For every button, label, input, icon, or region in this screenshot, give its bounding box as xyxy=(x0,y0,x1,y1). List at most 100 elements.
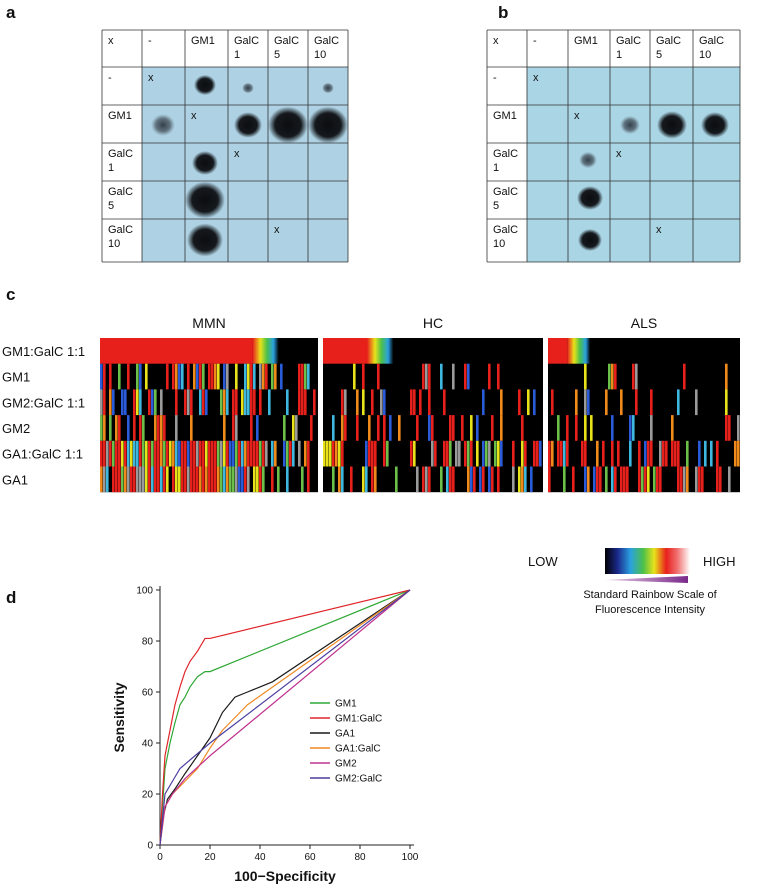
heatmap-cell xyxy=(172,363,175,390)
heatmap-cell xyxy=(416,466,419,493)
heatmap-cell xyxy=(214,466,217,493)
cell-text: x xyxy=(108,35,114,47)
heatmap-cell xyxy=(223,466,226,493)
heatmap-cell xyxy=(533,440,536,467)
heatmap-cell xyxy=(250,440,253,467)
heatmap-cell xyxy=(199,440,202,467)
cell-text: GalC xyxy=(656,35,681,47)
heatmap-cell xyxy=(214,363,217,390)
heatmap-cell xyxy=(175,466,178,493)
heatmap-cell xyxy=(629,415,632,441)
heatmap-cell xyxy=(169,440,172,467)
heatmap-cell xyxy=(539,440,542,467)
heatmap-cell xyxy=(656,466,659,493)
heatmap-cell xyxy=(229,466,232,493)
heatmap-cell xyxy=(259,466,262,493)
heatmap-cell xyxy=(211,363,214,390)
heatmap-cell xyxy=(626,466,629,493)
heatmap-cell xyxy=(151,389,154,416)
heatmap-cell xyxy=(211,440,214,467)
heatmap-cell xyxy=(470,415,473,441)
heatmap-cell xyxy=(178,363,181,390)
roc-curve xyxy=(159,589,411,846)
heatmap-cell xyxy=(184,466,187,493)
heatmap-cell xyxy=(151,466,154,493)
legend-label: GA1 xyxy=(335,729,355,740)
heatmap-cell xyxy=(329,440,332,467)
heatmap-cell xyxy=(157,466,160,493)
heatmap-cell xyxy=(500,440,503,467)
blot-background xyxy=(527,67,740,262)
heatmap-cell xyxy=(166,363,169,390)
heatmap-cell xyxy=(112,440,115,467)
heatmap-cell xyxy=(223,363,226,390)
legend-caption: Standard Rainbow Scale of xyxy=(583,589,717,601)
heatmap-cell xyxy=(446,466,449,493)
heatmap-cell xyxy=(428,363,431,390)
heatmap-cell xyxy=(127,466,130,493)
heatmap-cell xyxy=(521,415,524,441)
heatmap-cell xyxy=(323,440,326,467)
heatmap-cell xyxy=(395,466,398,493)
heatmap-cell xyxy=(368,440,371,467)
cell-text: GalC xyxy=(699,35,724,47)
heatmap-cell xyxy=(659,466,662,493)
heatmap-cell xyxy=(172,466,175,493)
cell-text: GalC xyxy=(616,35,641,47)
heatmap-cell xyxy=(680,466,683,493)
cell-text: GalC xyxy=(493,148,518,160)
legend-label: GA1:GalC xyxy=(335,744,381,755)
heatmap-cell xyxy=(292,415,295,441)
cell-text: GalC xyxy=(108,186,133,198)
cell-text: 10 xyxy=(108,238,120,250)
heatmap-cell xyxy=(482,466,485,493)
heatmap-cell xyxy=(175,389,178,416)
heatmap-cell xyxy=(127,415,130,441)
heatmap-cell xyxy=(148,440,151,467)
legend-high: HIGH xyxy=(703,554,736,569)
heatmap-cell xyxy=(259,389,262,416)
heatmap-cell xyxy=(425,363,428,390)
heatmap-cell xyxy=(187,363,190,390)
heatmap-cell xyxy=(118,415,121,441)
heatmap-cell xyxy=(163,440,166,467)
heatmap-cell xyxy=(148,466,151,493)
heatmap-cell xyxy=(371,389,374,416)
heatmap-cell xyxy=(235,440,238,467)
blot-spot xyxy=(187,223,223,257)
panel-label: b xyxy=(498,3,508,22)
panel-label: a xyxy=(6,3,16,22)
heatmap-cell xyxy=(599,466,602,493)
heatmap-cell xyxy=(109,363,112,390)
heatmap-cell xyxy=(112,389,115,416)
heatmap-cell xyxy=(567,338,591,364)
heatmap-cell xyxy=(677,389,680,416)
heatmap-cell xyxy=(383,415,386,441)
heatmap-cell xyxy=(184,440,187,467)
heatmap-cell xyxy=(304,440,307,467)
heatmap-cell xyxy=(118,466,121,493)
heatmap-cell xyxy=(256,466,259,493)
heatmap-cell xyxy=(256,415,259,441)
heatmap-cell xyxy=(701,466,704,493)
cell-text: 1 xyxy=(234,49,240,61)
heatmap-cell xyxy=(226,389,229,416)
heatmap-cell xyxy=(374,440,377,467)
heatmap-cell xyxy=(482,389,485,416)
heatmap-cell xyxy=(178,466,181,493)
heatmap-cell xyxy=(449,440,452,467)
heatmap-cell xyxy=(716,440,719,467)
heatmap-cell xyxy=(581,440,584,467)
heatmap-cell xyxy=(124,466,127,493)
blot-spot xyxy=(268,106,308,144)
heatmap-cell xyxy=(362,389,365,416)
y-tick-label: 60 xyxy=(142,688,154,699)
heatmap-cell xyxy=(247,389,250,416)
y-tick-label: 80 xyxy=(142,637,154,648)
heatmap-cell xyxy=(440,363,443,390)
heatmap-cell xyxy=(313,389,316,416)
heatmap-cell xyxy=(416,415,419,441)
heatmap-cell xyxy=(226,466,229,493)
heatmap-cell xyxy=(226,440,229,467)
